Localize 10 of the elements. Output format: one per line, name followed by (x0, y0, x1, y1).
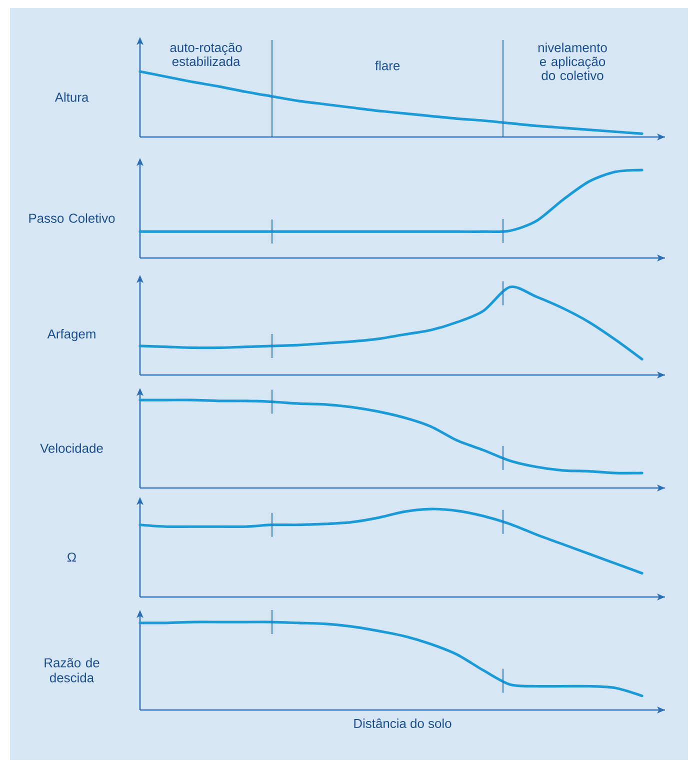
y-axis-title: Ω (67, 552, 76, 562)
y-axis-title: Arfagem (47, 329, 96, 342)
y-axis-title: Razão de descida (44, 658, 100, 682)
y-axis-title: Velocidade (40, 443, 103, 453)
text: auto-rotação estabilizada (170, 42, 242, 66)
y-axis-title: Altura (54, 92, 89, 102)
annotation: nivelamento e aplicação do coletivo (538, 42, 607, 80)
y-axis-title: Passo Coletivo (29, 213, 115, 223)
x-axis-title: Distância do solo (354, 718, 452, 728)
text: flare (375, 60, 400, 70)
